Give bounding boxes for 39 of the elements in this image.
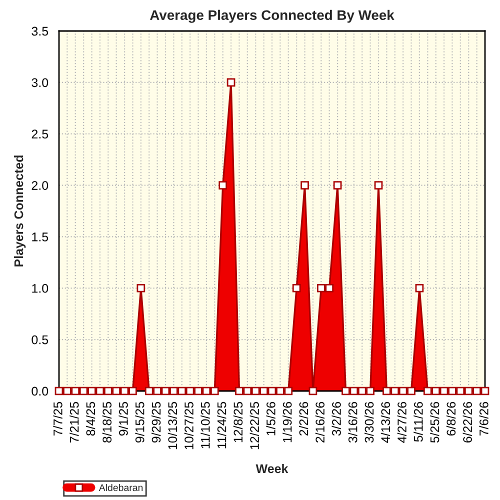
- x-tick-label: 9/1/25: [118, 402, 128, 436]
- x-tick-label: 12/8/25: [233, 402, 243, 442]
- x-tick-label: 8/18/25: [102, 402, 112, 443]
- x-tick-label: 7/21/25: [70, 402, 79, 442]
- y-tick-label: 0.0: [32, 386, 48, 396]
- y-tick-label: 1.5: [32, 232, 48, 242]
- x-tick-label: 5/11/26: [414, 402, 423, 442]
- x-tick-label: 1/19/26: [282, 402, 292, 442]
- y-tick-label: 1.0: [32, 284, 48, 293]
- x-tick-label: 10/13/25: [168, 402, 178, 450]
- x-tick-label: 3/2/26: [332, 402, 341, 436]
- x-tick-label: 11/10/25: [200, 402, 210, 448]
- x-tick-label: 4/27/26: [397, 402, 406, 443]
- chart-title: Average Players Connected By Week: [150, 10, 394, 23]
- x-tick-label: 7/7/25: [53, 402, 62, 436]
- x-tick-label: 6/8/26: [446, 402, 456, 436]
- y-tick-label: 3.5: [32, 26, 48, 36]
- y-tick-label: 2.0: [32, 181, 48, 190]
- y-tick-label: 0.5: [32, 335, 48, 344]
- x-tick-label: 8/4/25: [86, 402, 96, 436]
- y-axis-title: Players Connected: [14, 156, 26, 266]
- x-tick-label: 4/13/26: [380, 402, 390, 443]
- x-tick-label: 5/25/26: [430, 402, 440, 443]
- x-tick-label: 1/5/26: [266, 402, 276, 436]
- x-tick-label: 12/22/25: [250, 402, 259, 450]
- x-tick-label: 9/29/25: [151, 402, 161, 443]
- x-tick-label: 7/6/26: [479, 402, 488, 436]
- x-tick-label: 11/24/25: [217, 402, 226, 448]
- x-tick-label: 2/16/26: [315, 402, 325, 442]
- y-tick-label: 2.5: [32, 130, 48, 139]
- x-tick-label: 6/22/26: [462, 402, 472, 442]
- legend-label: Aldebaran: [98, 484, 143, 492]
- y-tick-label: 3.0: [32, 78, 48, 88]
- x-tick-label: 9/15/25: [135, 402, 144, 443]
- x-tick-label: 2/2/26: [298, 402, 308, 436]
- x-tick-label: 10/27/25: [184, 402, 194, 450]
- x-tick-label: 3/16/26: [348, 402, 358, 443]
- x-tick-label: 3/30/26: [364, 402, 374, 443]
- x-axis-title: Week: [256, 464, 288, 474]
